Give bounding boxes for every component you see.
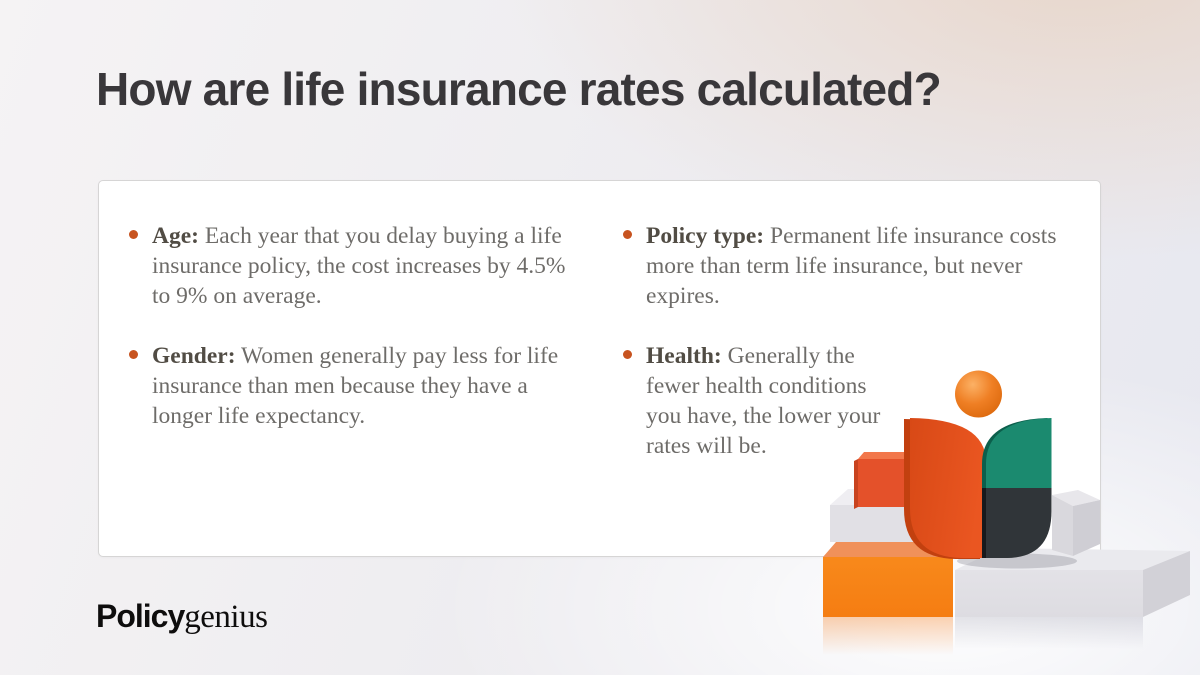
bullet-text: Generally the fewer health conditions yo… <box>646 343 881 459</box>
gray-cube-left-face <box>1052 495 1073 556</box>
bullet-text: Women generally pay less for life insura… <box>152 343 559 429</box>
orange-box-front-face <box>823 557 953 617</box>
orange-box-reflection <box>823 617 953 655</box>
orange-petal-shape <box>910 418 986 558</box>
orange-sphere-shape <box>955 370 1002 418</box>
gray-cube-right-face <box>1073 500 1100 556</box>
small-box-top-face <box>858 452 918 459</box>
bullet-dot-icon <box>623 230 632 239</box>
bullet-dot-icon <box>129 350 138 359</box>
bullet-text: Permanent life insurance costs more than… <box>646 223 1057 309</box>
bullet-label: Policy type: <box>646 223 765 249</box>
bullet-label: Age: <box>152 223 199 249</box>
dark-petal-shape <box>986 488 1052 558</box>
list-item-health: Health: Generally the fewer health condi… <box>623 341 891 461</box>
logo-serif-part: genius <box>184 599 268 635</box>
bullet-dot-icon <box>129 230 138 239</box>
teal-petal-shape <box>986 418 1052 488</box>
podium-illustration <box>823 370 1190 655</box>
small-box-side-face <box>854 459 858 509</box>
platform-reflection <box>955 617 1143 649</box>
list-item-policy-type: Policy type: Permanent life insurance co… <box>623 221 1059 311</box>
page-title: How are life insurance rates calculated? <box>96 63 942 115</box>
logo-bold-part: Policy <box>96 598 185 634</box>
bullet-text: Each year that you delay buying a life i… <box>152 223 566 309</box>
bullet-dot-icon <box>623 350 632 359</box>
platform-front-face <box>955 570 1143 617</box>
list-item-age: Age: Each year that you delay buying a l… <box>129 221 567 311</box>
list-item-gender: Gender: Women generally pay less for lif… <box>129 341 567 431</box>
small-box-front-face <box>858 459 912 507</box>
policygenius-logo: Policygenius <box>96 598 268 636</box>
bullet-label: Gender: <box>152 343 236 369</box>
gray-cube-top-face <box>1052 490 1100 506</box>
bullet-label: Health: <box>646 343 722 369</box>
platform-right-face <box>1143 551 1190 617</box>
